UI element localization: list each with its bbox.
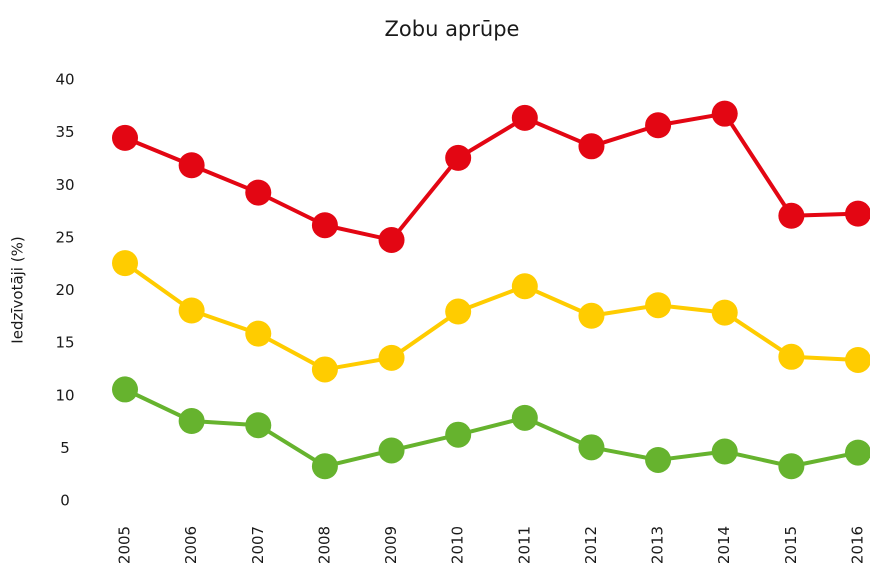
point: [578, 302, 605, 329]
x-tick-label: 2009: [382, 526, 400, 564]
x-tick-label: 2007: [249, 526, 267, 564]
y-tick-label: 0: [60, 492, 70, 510]
point: [645, 446, 672, 473]
point: [778, 202, 805, 229]
point: [711, 100, 738, 127]
x-tick-label: 2013: [649, 526, 667, 564]
point: [112, 376, 138, 403]
x-tick-label: 2014: [715, 526, 733, 564]
x-tick-label: 2011: [515, 526, 533, 564]
point: [645, 292, 672, 319]
point: [378, 437, 405, 464]
x-tick-label: 2008: [315, 526, 333, 564]
point: [445, 144, 472, 171]
point: [711, 438, 738, 465]
point: [845, 439, 870, 466]
series: [112, 250, 870, 383]
point: [245, 320, 272, 347]
point: [112, 124, 138, 151]
point: [178, 297, 205, 324]
point: [311, 212, 338, 239]
point: [112, 250, 138, 277]
line: [124, 111, 859, 242]
point: [311, 356, 338, 383]
line: [124, 387, 859, 469]
point: [378, 344, 405, 371]
y-tick-label: 30: [55, 176, 74, 194]
line: [123, 261, 859, 372]
series: [112, 376, 870, 480]
point: [511, 273, 538, 300]
point: [645, 112, 672, 139]
series: [112, 100, 870, 253]
point: [511, 104, 538, 131]
y-tick-label: 15: [55, 334, 74, 352]
y-tick-label: 10: [55, 386, 74, 404]
chart-title: Zobu aprūpe: [385, 17, 520, 41]
y-tick-label: 35: [55, 123, 74, 141]
x-tick-label: 2010: [449, 526, 467, 564]
y-tick-label: 40: [55, 71, 74, 89]
point: [845, 200, 870, 227]
point: [778, 453, 805, 480]
x-tick-label: 2012: [582, 526, 600, 564]
point: [778, 343, 805, 370]
y-tick-label: 5: [60, 439, 70, 457]
point: [511, 404, 538, 431]
point: [711, 299, 738, 326]
point: [445, 421, 472, 448]
point: [178, 152, 205, 179]
y-tick-label: 20: [55, 281, 74, 299]
y-tick-label: 25: [55, 228, 74, 246]
point: [578, 133, 605, 160]
point: [845, 346, 870, 373]
point: [245, 179, 272, 206]
x-tick-label: 2015: [782, 526, 800, 564]
x-tick-label: 2006: [182, 526, 200, 564]
point: [311, 453, 338, 480]
point: [445, 298, 472, 325]
point: [578, 434, 605, 461]
x-tick-label: 2005: [116, 526, 134, 564]
point: [245, 412, 272, 439]
y-axis-label: Iedzīvotāji (%): [9, 236, 27, 343]
point: [178, 408, 205, 435]
point: [378, 226, 405, 253]
x-tick-label: 2016: [849, 526, 867, 564]
